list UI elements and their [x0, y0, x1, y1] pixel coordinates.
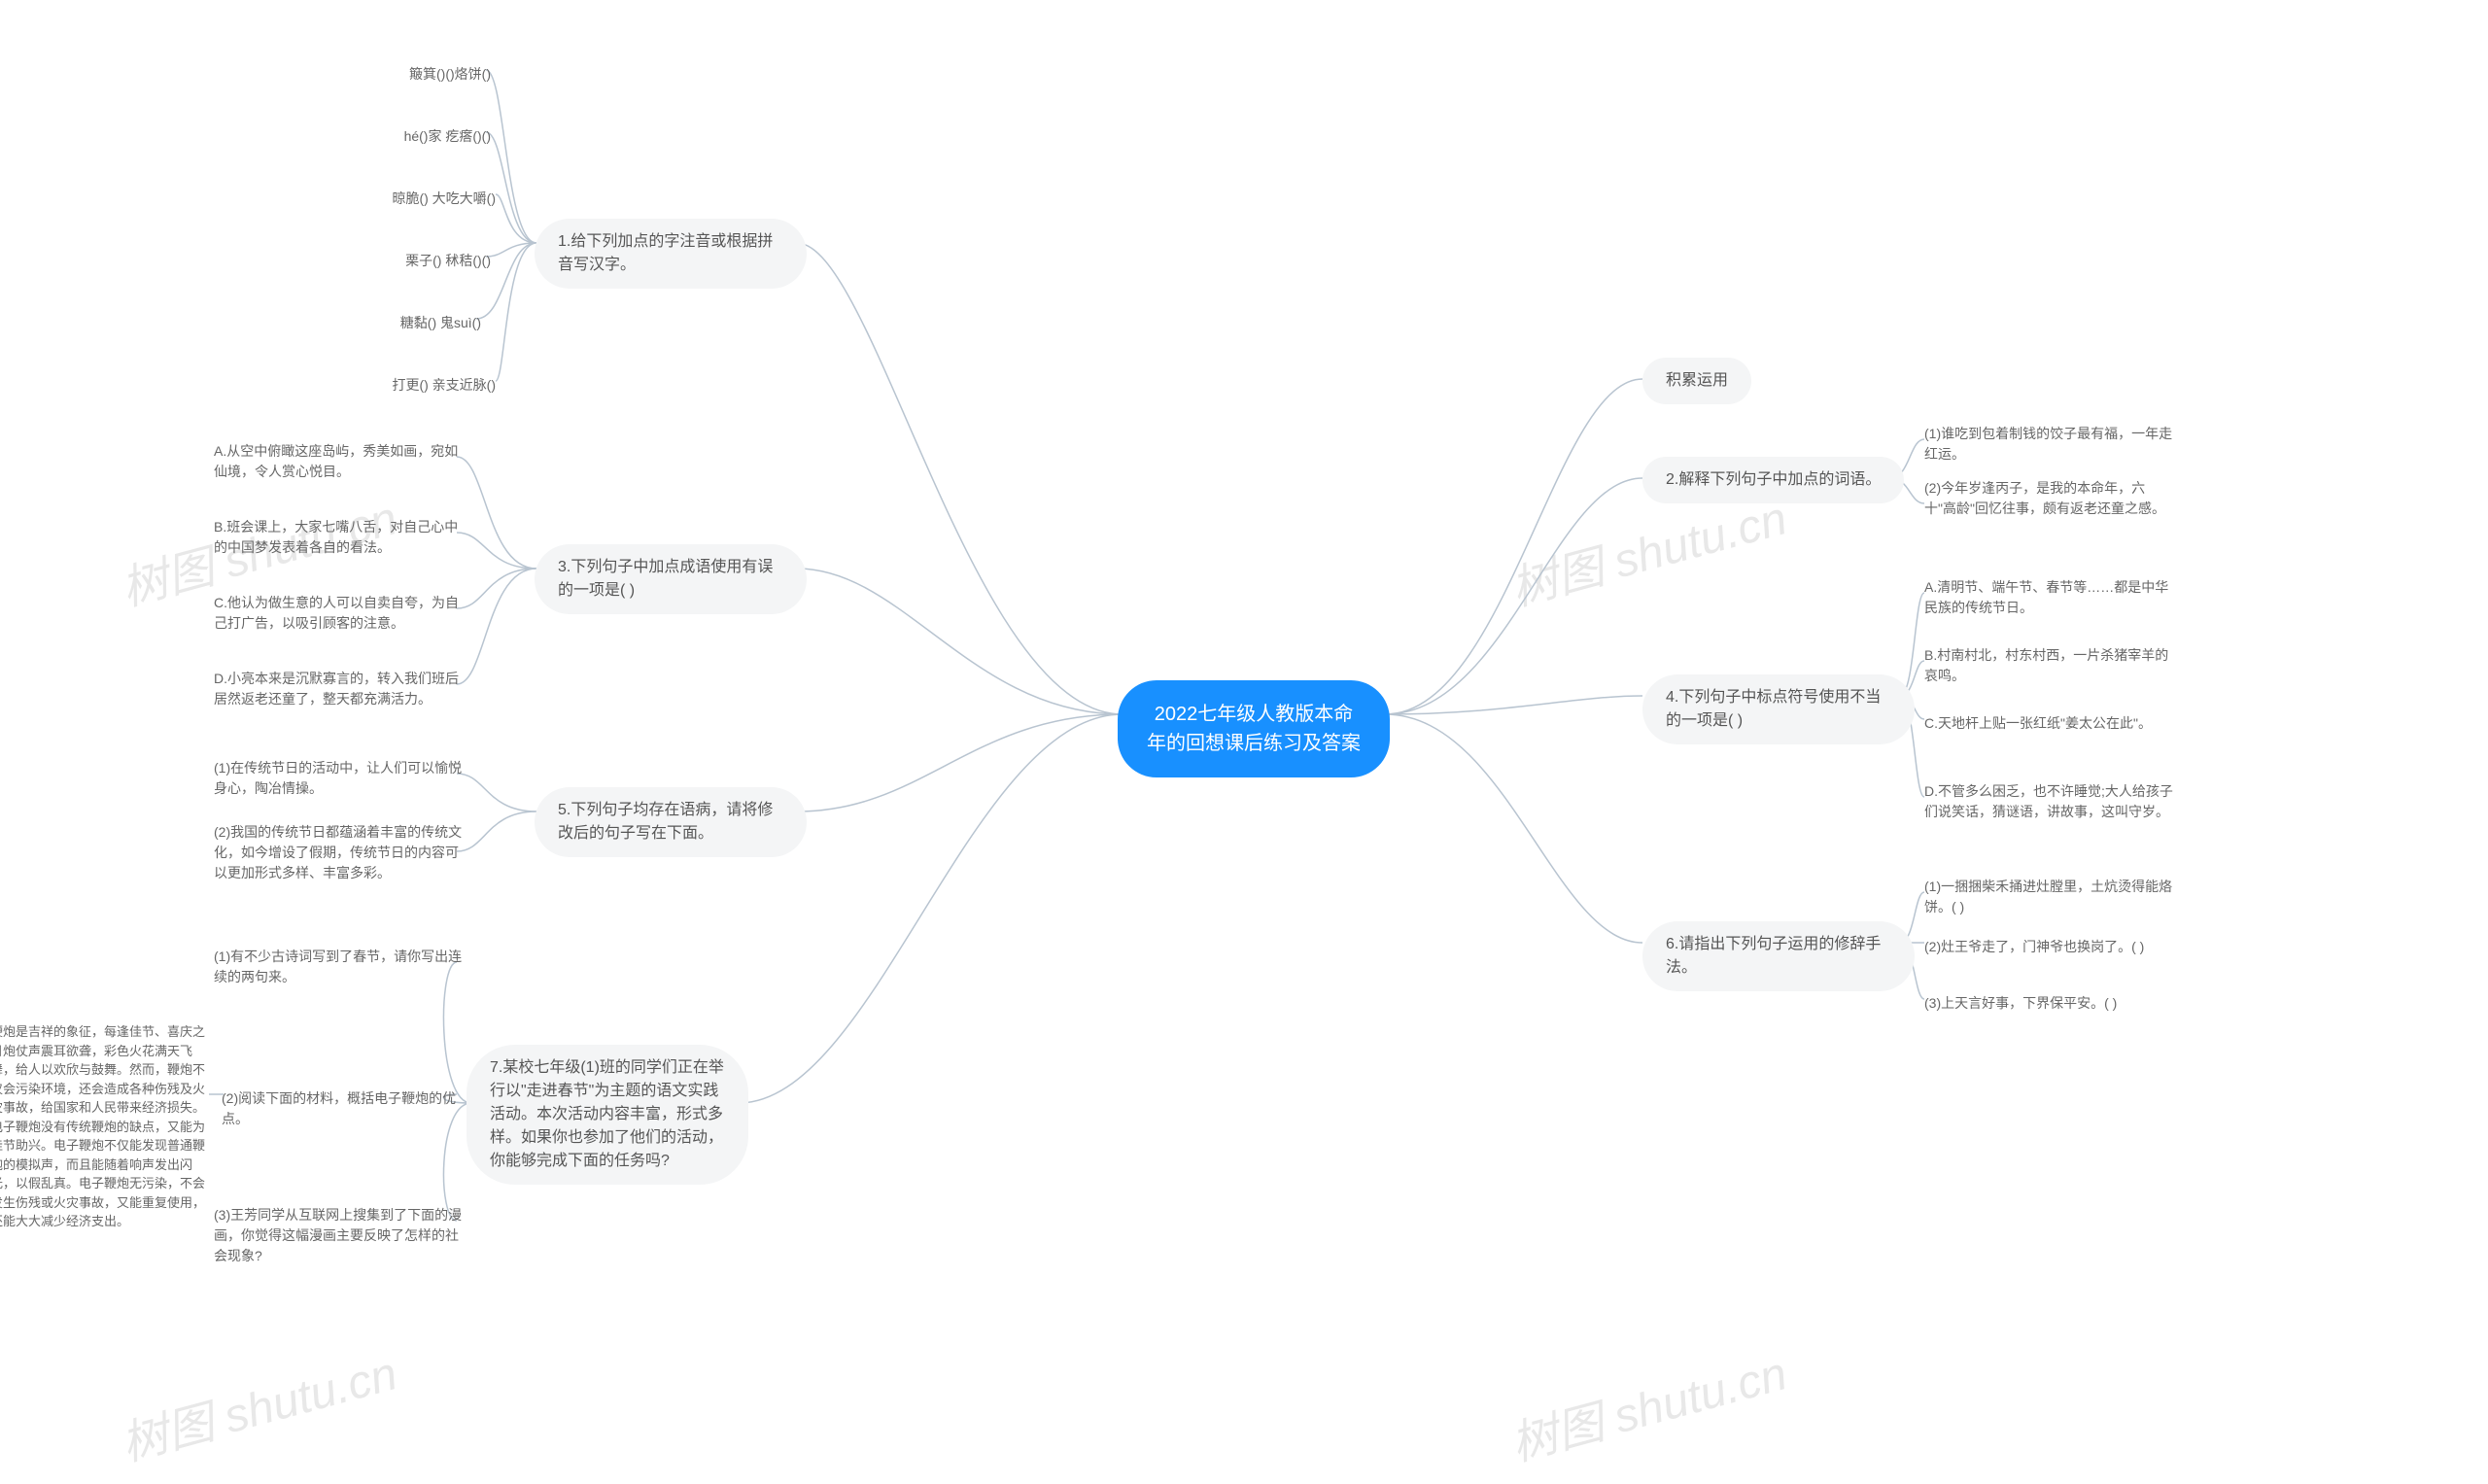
leaf: (2)今年岁逢丙子，是我的本命年，六十"高龄"回忆往事，颇有返老还童之感。	[1924, 474, 2177, 523]
branch-rhetoric: 6.请指出下列句子运用的修辞手法。	[1642, 921, 1915, 991]
leaf: (3)上天言好事，下界保平安。( )	[1924, 989, 2117, 1018]
leaf: (1)一捆捆柴禾捅进灶膛里，土炕烫得能烙饼。( )	[1924, 873, 2177, 921]
leaf: C.他认为做生意的人可以自卖自夸，为自己打广告，以吸引顾客的注意。	[214, 589, 466, 638]
leaf: (1)有不少古诗词写到了春节，请你写出连续的两句来。	[214, 943, 466, 991]
center-node: 2022七年级人教版本命年的回想课后练习及答案	[1118, 680, 1390, 777]
branch-punctuation: 4.下列句子中标点符号使用不当的一项是( )	[1642, 674, 1915, 744]
watermark: 树图 shutu.cn	[1503, 1335, 1793, 1474]
leaf-paragraph: 鞭炮是吉祥的象征，每逢佳节、喜庆之日炮仗声震耳欲聋，彩色火花满天飞舞，给人以欢欣…	[0, 1018, 214, 1235]
leaf: 晾脆() 大吃大嚼()	[369, 185, 496, 213]
leaf-prefix: (2)阅读下面的材料，概括电子鞭炮的优点。	[222, 1085, 465, 1133]
leaf: C.天地杆上贴一张红纸"姜太公在此"。	[1924, 709, 2152, 738]
leaf: 簸箕()()烙饼()	[384, 60, 491, 88]
watermark: 树图 shutu.cn	[113, 1335, 403, 1474]
leaf: 糖黏() 鬼suì()	[384, 309, 481, 337]
leaf: D.小亮本来是沉默寡言的，转入我们班后居然返老还童了，整天都充满活力。	[214, 665, 466, 713]
leaf: 栗子() 秫秸()()	[384, 247, 491, 275]
branch-spring-festival: 7.某校七年级(1)班的同学们正在举行以"走进春节"为主题的语文实践活动。本次活…	[466, 1045, 748, 1185]
leaf: D.不管多么困乏，也不许睡觉;大人给孩子们说笑话，猜谜语，讲故事，这叫守岁。	[1924, 777, 2177, 826]
branch-accumulate: 积累运用	[1642, 358, 1751, 404]
branch-idiom: 3.下列句子中加点成语使用有误的一项是( )	[535, 544, 807, 614]
branch-grammar: 5.下列句子均存在语病，请将修改后的句子写在下面。	[535, 787, 807, 857]
leaf: (1)谁吃到包着制钱的饺子最有福，一年走红运。	[1924, 420, 2177, 468]
branch-explain: 2.解释下列句子中加点的词语。	[1642, 457, 1904, 503]
leaf: (2)灶王爷走了，门神爷也换岗了。( )	[1924, 933, 2144, 961]
leaf: B.班会课上，大家七嘴八舌，对自己心中的中国梦发表着各自的看法。	[214, 513, 466, 562]
leaf: (2)我国的传统节日都蕴涵着丰富的传统文化，如今增设了假期，传统节日的内容可以更…	[214, 818, 466, 887]
leaf: (3)王芳同学从互联网上搜集到了下面的漫画，你觉得这幅漫画主要反映了怎样的社会现…	[214, 1201, 466, 1270]
leaf: (1)在传统节日的活动中，让人们可以愉悦身心，陶冶情操。	[214, 754, 466, 803]
leaf: A.清明节、端午节、春节等……都是中华民族的传统节日。	[1924, 573, 2177, 622]
branch-pinyin: 1.给下列加点的字注音或根据拼音写汉字。	[535, 219, 807, 289]
leaf: A.从空中俯瞰这座岛屿，秀美如画，宛如仙境，令人赏心悦目。	[214, 437, 466, 486]
leaf: 打更() 亲支近脉()	[374, 371, 496, 399]
leaf: B.村南村北，村东村西，一片杀猪宰羊的哀鸣。	[1924, 641, 2177, 690]
leaf: hé()家 疙瘩()()	[384, 122, 491, 151]
